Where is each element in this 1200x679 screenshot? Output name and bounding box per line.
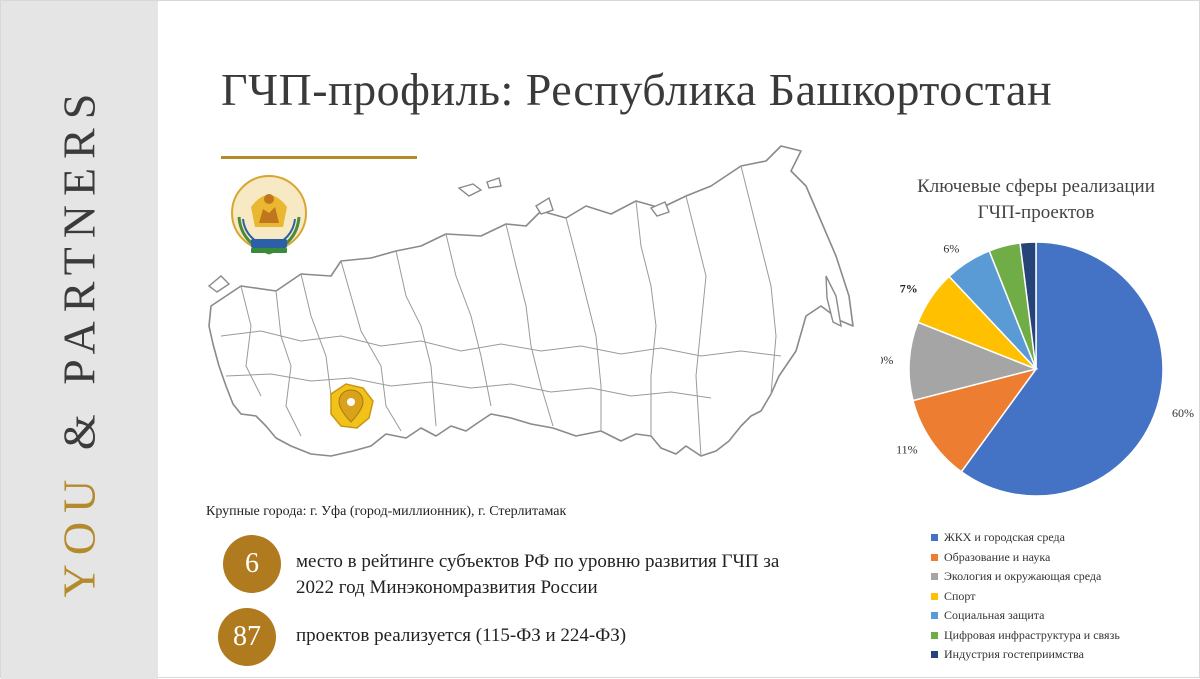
legend-swatch: [931, 553, 938, 561]
bashkortostan-emblem-icon: [231, 175, 307, 255]
page-title: ГЧП-профиль: Республика Башкортостан: [221, 64, 1053, 115]
brand-logotype: YOU & PARTNERS: [53, 85, 106, 598]
legend-swatch: [931, 612, 938, 620]
legend-label: Цифровая инфраструктура и связь: [944, 627, 1120, 642]
pie-data-label: 60%: [1172, 406, 1194, 420]
pie-data-label: 11%: [896, 442, 918, 456]
legend-item: Индустрия гостеприимства: [931, 645, 1120, 665]
location-pin-icon: [338, 389, 364, 423]
pie-chart: 60%11%10%7%6%4%2%: [881, 237, 1194, 497]
pie-slice: [1019, 241, 1037, 370]
rating-place-badge: 6: [223, 535, 281, 593]
projects-count-text: проектов реализуется (115-ФЗ и 224-ФЗ): [296, 625, 627, 646]
pie-slice: [960, 241, 1164, 497]
brand-partners: & PARTNERS: [53, 84, 105, 471]
legend-item: Цифровая инфраструктура и связь: [931, 626, 1120, 646]
legend-item: ЖКХ и городская среда: [931, 528, 1120, 548]
major-cities-caption: Крупные города: г. Уфа (город-миллионник…: [206, 504, 567, 519]
pie-slice: [912, 367, 1038, 473]
legend-item: Социальная защита: [931, 606, 1120, 626]
legend-swatch: [931, 592, 938, 600]
title-underline: [221, 156, 417, 159]
russia-regions-map: [207, 145, 854, 457]
legend-label: Экология и окружающая среда: [944, 569, 1102, 584]
pie-data-label: 4%: [992, 237, 1008, 238]
pie-data-label: 7%: [900, 282, 918, 296]
legend-label: Спорт: [944, 588, 976, 603]
legend-swatch: [931, 631, 938, 639]
brand-you: YOU: [53, 470, 105, 598]
legend-item: Экология и окружающая среда: [931, 567, 1120, 587]
legend-label: Индустрия гостеприимства: [944, 647, 1084, 662]
legend-swatch: [931, 534, 938, 542]
legend-swatch: [931, 651, 938, 659]
legend-item: Образование и наука: [931, 548, 1120, 568]
pie-data-label: 6%: [943, 241, 959, 255]
pie-chart-legend: ЖКХ и городская среда Образование и наука…: [931, 528, 1120, 665]
projects-count-badge: 87: [218, 608, 276, 666]
pie-chart-title: Ключевые сферы реализации ГЧП-проектов: [917, 176, 1155, 223]
pie-slice: [908, 321, 1039, 402]
rating-place-text: место в рейтинге субъектов РФ по уровню …: [296, 551, 780, 598]
legend-label: ЖКХ и городская среда: [944, 530, 1065, 545]
brand-band: [1, 1, 158, 679]
legend-label: Социальная защита: [944, 608, 1045, 623]
legend-item: Спорт: [931, 587, 1120, 607]
legend-swatch: [931, 573, 938, 581]
legend-label: Образование и наука: [944, 549, 1051, 564]
pie-data-label: 10%: [881, 353, 893, 367]
